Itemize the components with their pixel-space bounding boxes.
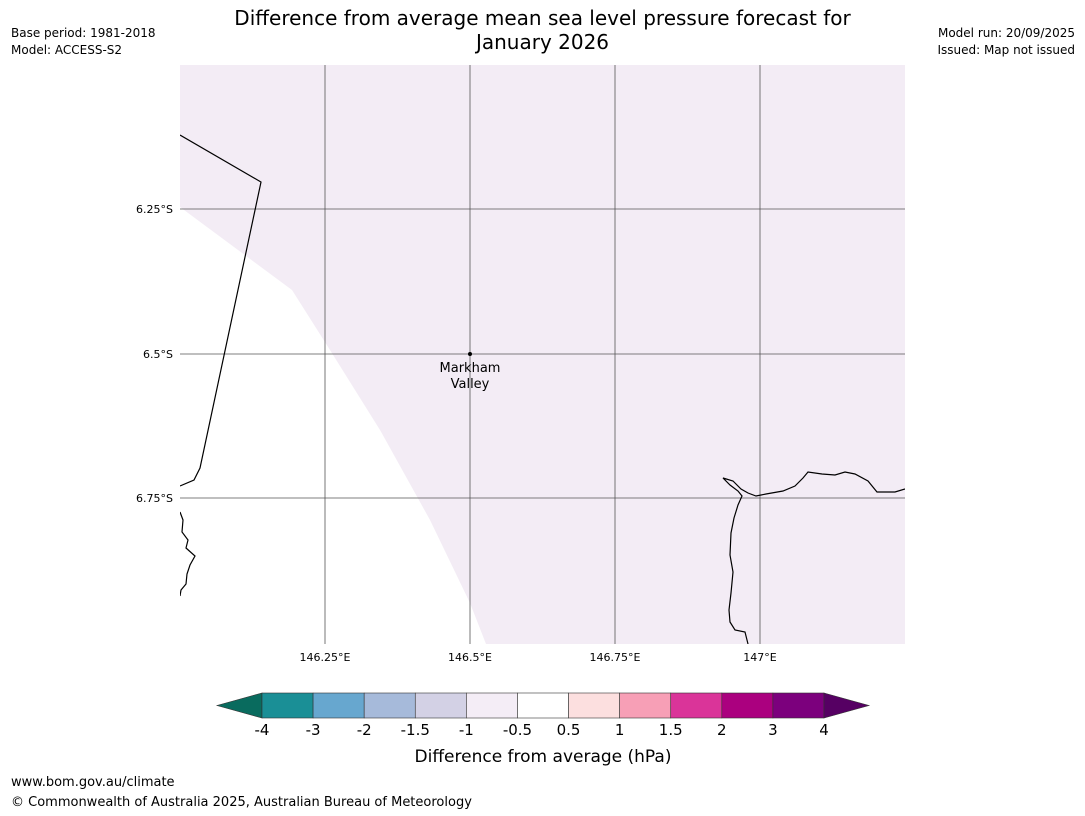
colorbar-tick-label: 3 xyxy=(768,721,778,739)
lon-label-147: 147°E xyxy=(743,651,776,664)
colorbar-segment xyxy=(312,692,365,719)
place-label-line-1: Markham xyxy=(440,361,501,376)
model-text: Model: ACCESS-S2 xyxy=(11,43,123,57)
model-run-text: Model run: 20/09/2025 xyxy=(937,26,1075,40)
colorbar-tick-label: -1 xyxy=(459,721,474,739)
colorbar-segment xyxy=(568,692,620,719)
colorbar-tick-label: -0.5 xyxy=(503,721,532,739)
colorbar-tick-label: 4 xyxy=(819,721,829,739)
colorbar-segment xyxy=(619,692,672,719)
colorbar-tick-label: -4 xyxy=(255,721,270,739)
lat-label-6-25: 6.25°S xyxy=(136,203,173,216)
footer-copyright: © Commonwealth of Australia 2025, Austra… xyxy=(11,795,472,810)
lon-label-146-75: 146.75°E xyxy=(590,651,641,664)
coastline-southeast xyxy=(722,471,905,644)
colorbar-tick-label: -3 xyxy=(306,721,321,739)
map-title: Difference from average mean sea level p… xyxy=(180,6,905,54)
markham-valley-marker[interactable] xyxy=(468,352,472,356)
metadata-right: Model run: 20/09/2025 Issued: Map not is… xyxy=(937,25,1075,59)
colorbar-tick-label: 1 xyxy=(615,721,625,739)
colorbar-segment xyxy=(466,692,518,719)
colorbar-segment xyxy=(363,692,416,719)
colorbar-segment xyxy=(721,692,774,719)
colorbar: -4 -3 -2 -1.5 -1 -0.5 0.5 1 1.5 2 3 4 Difference fr… xyxy=(215,692,871,767)
colorbar-segment xyxy=(772,692,825,719)
boundary-line-west xyxy=(180,134,262,487)
lon-label-146-5: 146.5°E xyxy=(448,651,492,664)
map-title-line-2: January 2026 xyxy=(475,30,610,54)
lon-label-146-25: 146.25°E xyxy=(300,651,351,664)
coastline-southwest xyxy=(180,511,196,597)
colorbar-segment xyxy=(414,692,467,719)
colorbar-tick-label: 1.5 xyxy=(659,721,683,739)
colorbar-tick-label: -1.5 xyxy=(401,721,430,739)
footer-url: www.bom.gov.au/climate xyxy=(11,775,175,790)
colorbar-segment xyxy=(670,692,723,719)
anomaly-fill-region xyxy=(180,65,905,644)
issued-text: Issued: Map not issued xyxy=(937,43,1075,57)
base-period-text: Base period: 1981-2018 xyxy=(11,26,156,40)
colorbar-high-extend xyxy=(823,692,871,719)
colorbar-segment xyxy=(517,692,569,719)
colorbar-title: Difference from average (hPa) xyxy=(415,747,672,767)
lat-label-6-75: 6.75°S xyxy=(136,492,173,505)
place-label-line-2: Valley xyxy=(451,377,490,392)
colorbar-tick-label: -2 xyxy=(357,721,372,739)
colorbar-low-extend xyxy=(215,692,263,719)
colorbar-tick-label: 2 xyxy=(717,721,727,739)
lat-label-6-5: 6.5°S xyxy=(143,348,173,361)
metadata-left: Base period: 1981-2018 Model: ACCESS-S2 xyxy=(11,25,156,59)
colorbar-segment xyxy=(261,692,314,719)
map-title-line-1: Difference from average mean sea level p… xyxy=(234,6,851,30)
colorbar-tick-label: 0.5 xyxy=(557,721,581,739)
